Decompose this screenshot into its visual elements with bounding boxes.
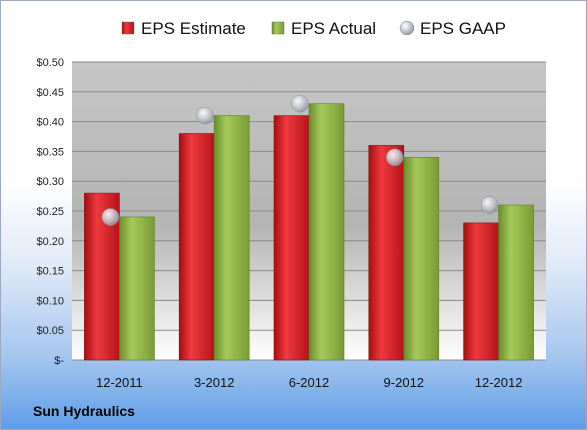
- y-tick-label: $0.30: [36, 176, 64, 188]
- y-tick-label: $0.20: [36, 236, 64, 248]
- legend: EPS Estimate EPS Actual EPS GAAP: [121, 19, 506, 38]
- x-tick-label: 6-2012: [289, 375, 329, 390]
- y-tick-label: $0.45: [36, 87, 64, 99]
- bar-eps-actual: [119, 216, 155, 361]
- y-tick-label: $0.15: [36, 266, 64, 278]
- bar-eps-estimate: [178, 133, 215, 361]
- point-eps-gaap: [101, 208, 120, 226]
- bar-eps-actual: [498, 204, 534, 361]
- legend-swatch: [399, 20, 415, 36]
- bar-eps-actual: [308, 103, 345, 361]
- company-label: Sun Hydraulics: [33, 403, 135, 419]
- x-tick-label: 12-2011: [96, 375, 143, 390]
- y-tick-label: $0.25: [36, 206, 64, 218]
- x-tick-label: 9-2012: [384, 375, 424, 390]
- x-axis-ticks: 12-2011 3-2012 6-2012 9-2012 12-2012: [96, 375, 522, 390]
- x-tick-label: 12-2012: [475, 375, 523, 390]
- gaap-points: [101, 94, 499, 226]
- bar-eps-estimate: [273, 115, 310, 361]
- legend-swatch: [271, 21, 285, 35]
- y-tick-label: $0.10: [36, 295, 64, 307]
- point-eps-gaap: [196, 106, 214, 125]
- bar-eps-actual: [403, 157, 440, 361]
- y-axis-ticks: $- $0.05 $0.10 $0.15 $0.20 $0.25 $0.30 $0.35 $0.…: [36, 57, 64, 367]
- legend-label: EPS Actual: [291, 19, 376, 38]
- point-eps-gaap: [386, 148, 404, 167]
- bar-eps-estimate: [368, 145, 405, 361]
- bar-eps-estimate: [463, 222, 499, 361]
- legend-label: EPS GAAP: [420, 19, 506, 38]
- point-eps-gaap: [480, 196, 499, 214]
- y-tick-label: $0.35: [36, 146, 64, 158]
- bars: [84, 103, 534, 361]
- point-eps-gaap: [291, 94, 309, 113]
- legend-label: EPS Estimate: [141, 19, 246, 38]
- y-tick-label: $0.40: [36, 117, 64, 129]
- y-tick-label: $-: [54, 355, 64, 367]
- bar-eps-actual: [213, 115, 250, 361]
- y-tick-label: $0.50: [36, 57, 64, 69]
- y-tick-label: $0.05: [36, 325, 64, 337]
- x-tick-label: 3-2012: [194, 375, 234, 390]
- legend-swatch: [121, 21, 135, 35]
